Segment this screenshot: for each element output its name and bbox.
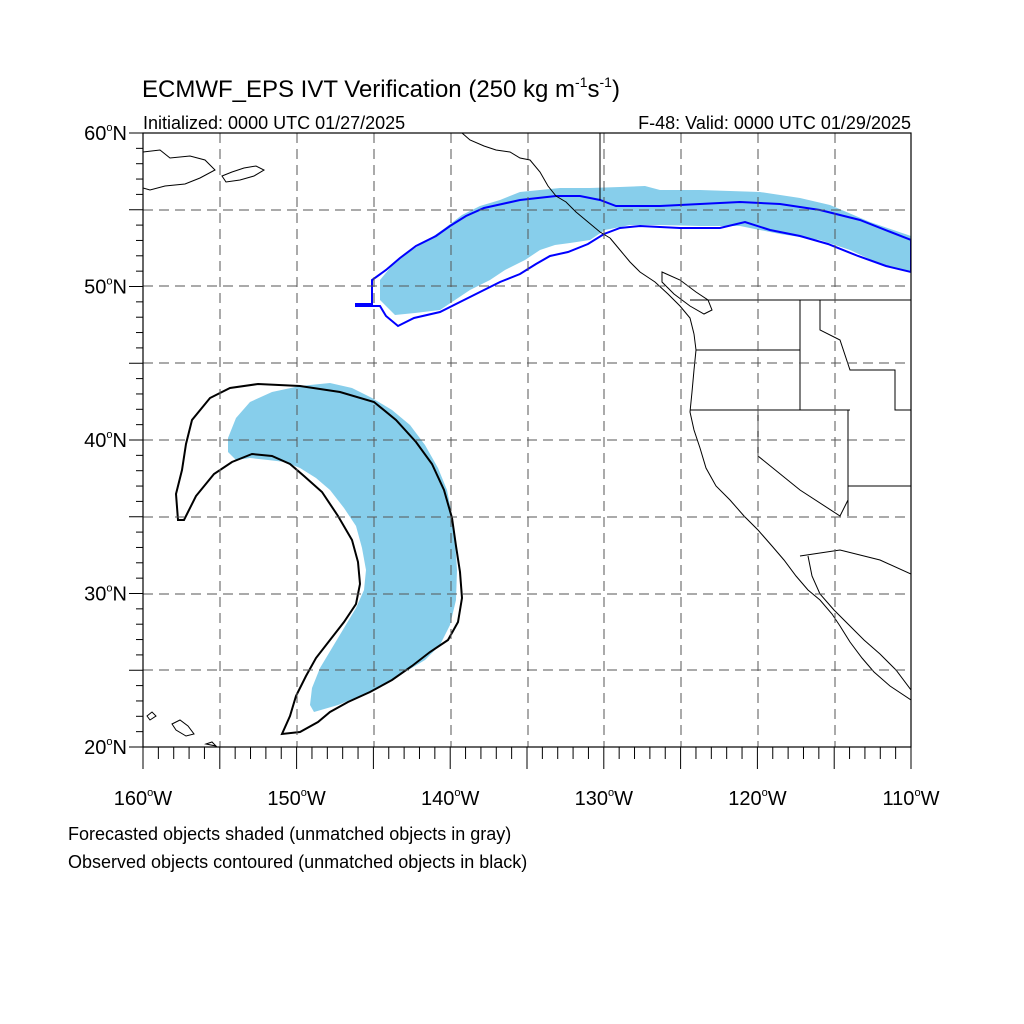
observed-objects xyxy=(174,195,911,736)
siberia-coast xyxy=(143,149,216,191)
axis-ticks xyxy=(129,132,912,769)
graticule xyxy=(143,133,911,747)
forecast-object-north xyxy=(380,186,911,315)
baja-california xyxy=(807,555,911,691)
lon-label: 160oW xyxy=(114,787,173,810)
state-line-ca-nv xyxy=(757,410,849,517)
hawaii-islands xyxy=(146,711,218,747)
state-line-id xyxy=(799,300,911,411)
chukotka-islands xyxy=(221,165,266,183)
valid-time-label: F-48: Valid: 0000 UTC 01/29/2025 xyxy=(638,113,911,133)
us-mexico-border xyxy=(799,549,911,575)
init-time-label: Initialized: 0000 UTC 01/27/2025 xyxy=(143,113,405,133)
forecast-object-south xyxy=(228,383,457,712)
caption-observed: Observed objects contoured (unmatched ob… xyxy=(68,852,528,872)
alaska-coast xyxy=(461,133,611,239)
map-layers xyxy=(143,133,911,747)
lat-label: 50oN xyxy=(84,276,127,299)
lon-label: 130oW xyxy=(575,787,634,810)
forecast-objects xyxy=(228,186,911,712)
us-west-coast xyxy=(689,333,911,701)
state-line-az xyxy=(847,485,911,516)
lat-label: 40oN xyxy=(84,429,127,452)
lon-label: 140oW xyxy=(421,787,480,810)
latitude-labels: 60oN 50oN 40oN 30oN 20oN xyxy=(84,122,127,759)
longitude-labels: 160oW 150oW 140oW 130oW 120oW 110oW xyxy=(114,787,940,810)
lon-label: 120oW xyxy=(728,787,787,810)
bc-coast xyxy=(609,237,695,335)
lon-label: 150oW xyxy=(267,787,326,810)
figure-title: ECMWF_EPS IVT Verification (250 kg m-1s-… xyxy=(142,74,620,103)
observed-object-matched xyxy=(355,195,911,328)
observed-object-unmatched xyxy=(174,382,464,736)
lat-label: 60oN xyxy=(84,122,127,145)
lat-label: 30oN xyxy=(84,583,127,606)
lat-label: 20oN xyxy=(84,736,127,759)
lon-label: 110oW xyxy=(883,787,940,810)
political-borders xyxy=(599,133,911,575)
caption-forecast: Forecasted objects shaded (unmatched obj… xyxy=(68,824,512,844)
coastlines xyxy=(143,133,911,747)
